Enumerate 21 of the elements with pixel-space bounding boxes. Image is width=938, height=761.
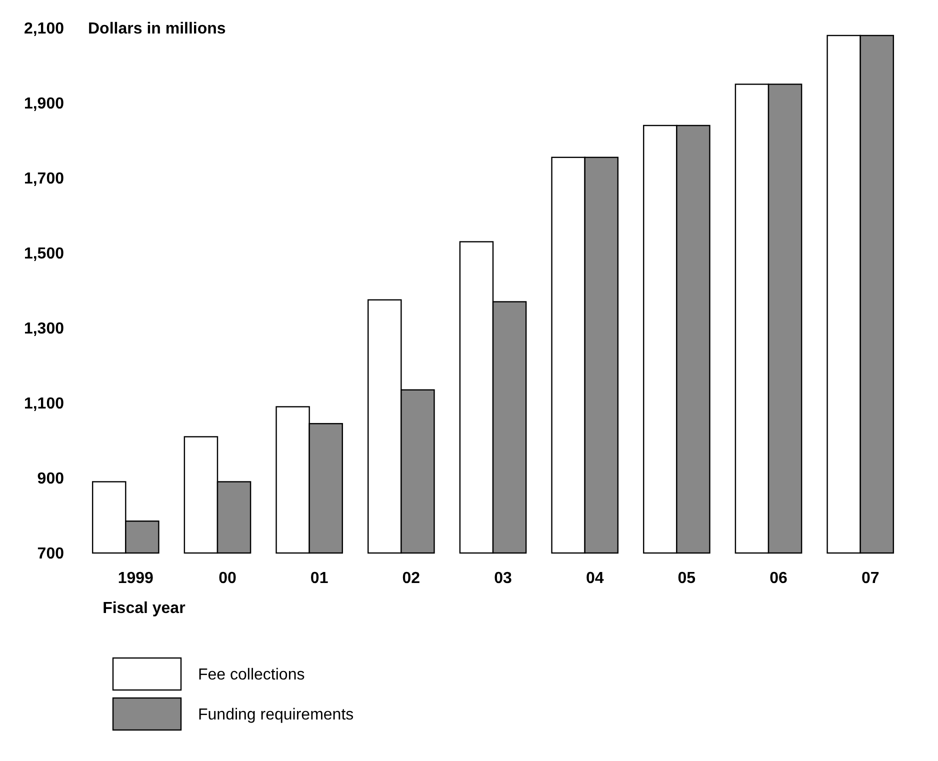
x-tick-label: 06 — [770, 570, 788, 587]
x-tick-label: 02 — [402, 570, 420, 587]
y-tick-label: 2,100 — [24, 20, 64, 38]
y-tick-label: 1,300 — [24, 320, 64, 338]
x-tick-label: 1999 — [118, 570, 154, 587]
x-axis-title: Fiscal year — [102, 600, 186, 617]
y-tick-label: 1,900 — [24, 96, 64, 113]
y-tick-label: 1,700 — [24, 170, 64, 188]
y-tick-label: 900 — [37, 470, 64, 488]
x-tick-label: 04 — [586, 570, 604, 587]
y-tick-label: 1,100 — [24, 396, 64, 413]
y-tick-label: 700 — [37, 546, 64, 563]
x-tick-label: 07 — [861, 570, 880, 587]
y-axis-title: Dollars in millions — [88, 20, 226, 38]
x-tick-label: 01 — [310, 570, 328, 587]
x-tick-label: 00 — [218, 570, 236, 587]
x-tick-label: 05 — [678, 570, 696, 587]
legend-label: Funding requirements — [198, 706, 354, 724]
x-tick-label: 03 — [494, 570, 512, 587]
y-tick-label: 1,500 — [24, 246, 64, 263]
legend-label: Fee collections — [198, 666, 305, 684]
